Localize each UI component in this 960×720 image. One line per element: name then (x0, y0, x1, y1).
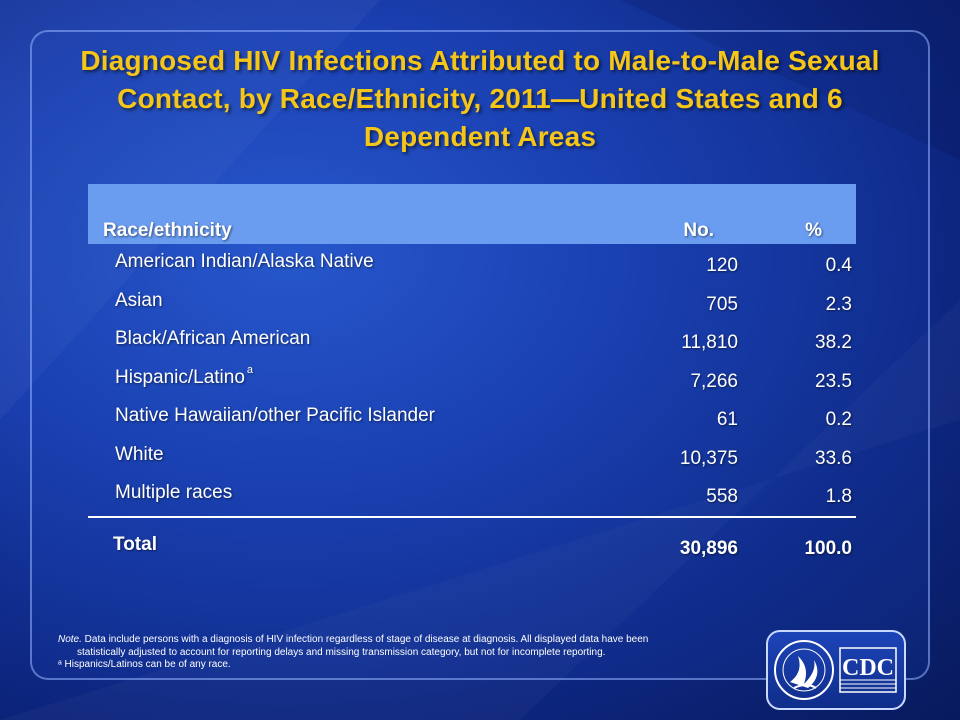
number-cell: 61 (716, 409, 738, 430)
total-percent: 100.0 (804, 537, 852, 559)
table-row: White 10,375 33.6 (88, 437, 856, 476)
race-cell: Native Hawaiian/other Pacific Islander (115, 405, 435, 426)
note-text: Data include persons with a diagnosis of… (81, 634, 649, 645)
race-cell: Black/African American (115, 328, 311, 349)
table-row: Native Hawaiian/other Pacific Islander 6… (88, 398, 856, 437)
footnote-marker: a (246, 363, 254, 376)
percent-cell: 0.2 (825, 409, 852, 430)
table-row: Multiple races 558 1.8 (88, 475, 856, 514)
number-cell: 11,810 (681, 332, 738, 353)
content-panel (30, 30, 930, 680)
race-cell: American Indian/Alaska Native (115, 251, 374, 272)
note-text-continued: statistically adjusted to account for re… (77, 646, 606, 658)
percent-cell: 38.2 (815, 332, 852, 353)
total-number: 30,896 (679, 537, 738, 559)
table-row: Asian 705 2.3 (88, 283, 856, 322)
note-label: Note. (58, 634, 82, 645)
cdc-wordmark: CDC (842, 655, 894, 681)
number-cell: 7,266 (690, 370, 738, 392)
slide-title: Diagnosed HIV Infections Attributed to M… (80, 45, 880, 152)
percent-cell: 2.3 (825, 293, 852, 315)
race-cell: Multiple races (115, 482, 233, 503)
number-cell: 705 (706, 293, 738, 315)
percent-cell: 33.6 (815, 447, 852, 469)
hhs-eagle-icon: CDC (774, 640, 897, 700)
data-table: Race/ethnicity No. % American Indian/Ala… (88, 184, 856, 568)
number-cell: 120 (706, 255, 738, 276)
cdc-logo: CDC (766, 630, 906, 710)
total-label: Total (113, 533, 157, 555)
table-row: Hispanic/Latino a 7,266 23.5 (88, 360, 856, 399)
number-cell: 10,375 (679, 447, 738, 469)
number-cell: 558 (706, 486, 738, 507)
percent-cell: 23.5 (815, 370, 852, 392)
header-race: Race/ethnicity (103, 220, 232, 241)
table-row: American Indian/Alaska Native 120 0.4 (88, 244, 856, 283)
race-cell: White (115, 443, 164, 465)
note-line: Note. Data include persons with a diagno… (58, 634, 758, 647)
percent-cell: 1.8 (825, 486, 852, 507)
header-percent: % (805, 220, 822, 241)
total-divider (88, 515, 856, 518)
race-cell: Hispanic/Latino a (115, 363, 254, 389)
footnote: Note. Data include persons with a diagno… (58, 634, 758, 672)
table-row: Black/African American 11,810 38.2 (88, 321, 856, 360)
header-number: No. (683, 220, 714, 241)
table-header: Race/ethnicity No. % (88, 184, 856, 244)
total-row: Total 30,896 100.0 (88, 518, 856, 568)
footnote-a: ᵃ Hispanics/Latinos can be of any race. (58, 659, 231, 670)
race-label: Hispanic/Latino (115, 366, 245, 388)
race-cell: Asian (115, 289, 163, 311)
percent-cell: 0.4 (825, 255, 852, 276)
